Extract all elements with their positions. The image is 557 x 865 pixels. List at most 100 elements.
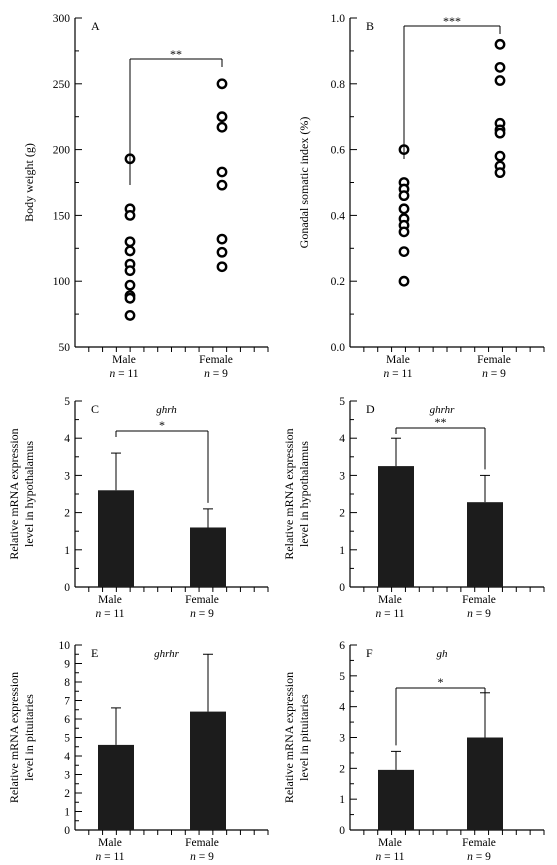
- y-tick-label: 10: [59, 640, 71, 652]
- y-tick-label: 1: [339, 545, 345, 557]
- y-tick-label: 5: [339, 396, 345, 408]
- y-tick-label: 0.4: [331, 210, 346, 222]
- y-tick-label: 2: [339, 763, 345, 775]
- bar: [378, 769, 414, 830]
- bar: [467, 737, 503, 830]
- data-point: [216, 166, 228, 178]
- category-n: n = 11: [375, 608, 404, 620]
- panel-letter: F: [366, 646, 373, 660]
- y-tick-label: 200: [53, 145, 71, 157]
- bar: [190, 527, 226, 587]
- bar: [98, 490, 134, 587]
- category-n: n = 11: [383, 368, 412, 380]
- gene-name: gh: [437, 648, 449, 660]
- gene-name: ghrhr: [154, 648, 180, 660]
- data-point: [494, 38, 506, 50]
- bar: [378, 466, 414, 587]
- data-point: [216, 246, 228, 258]
- category-n: n = 11: [375, 851, 404, 863]
- y-tick-label: 0.2: [331, 276, 346, 288]
- panel-letter: D: [366, 402, 375, 416]
- y-axis-label: level in hypothalamus: [22, 441, 36, 547]
- data-point: [216, 179, 228, 191]
- y-axis-label: Gonadal somatic index (%): [297, 117, 311, 249]
- significance-label: *: [159, 418, 165, 432]
- category-n: n = 9: [204, 368, 228, 380]
- significance-label: *: [438, 675, 444, 689]
- y-tick-label: 100: [53, 276, 71, 288]
- data-point: [494, 61, 506, 73]
- significance-label: ***: [443, 14, 461, 28]
- y-tick-label: 250: [53, 79, 71, 91]
- data-point: [124, 209, 136, 221]
- category-n: n = 9: [482, 368, 506, 380]
- panel-letter: C: [91, 402, 99, 416]
- panel-letter: A: [91, 19, 100, 33]
- data-point: [124, 279, 136, 291]
- y-tick-label: 1: [64, 807, 70, 819]
- category-label: Female: [477, 354, 511, 366]
- y-tick-label: 50: [59, 342, 71, 354]
- data-point: [398, 246, 410, 257]
- category-label: Male: [112, 354, 136, 366]
- y-tick-label: 5: [64, 396, 70, 408]
- data-point: [216, 78, 228, 90]
- data-point: [398, 275, 410, 287]
- y-axis-label: Relative mRNA expression: [7, 672, 21, 803]
- data-point: [398, 190, 410, 202]
- y-axis-label: Relative mRNA expression: [7, 428, 21, 559]
- y-tick-label: 5: [64, 733, 70, 745]
- data-point: [398, 203, 410, 215]
- data-point: [398, 226, 410, 238]
- y-tick-label: 4: [339, 433, 345, 445]
- category-n: n = 9: [467, 851, 491, 863]
- y-tick-label: 9: [64, 659, 70, 671]
- y-tick-label: 6: [339, 640, 345, 652]
- category-n: n = 9: [190, 851, 214, 863]
- y-tick-label: 4: [339, 702, 345, 714]
- bar: [467, 502, 503, 587]
- y-tick-label: 4: [64, 433, 70, 445]
- data-point: [216, 261, 228, 273]
- gene-name: ghrhr: [430, 404, 456, 416]
- y-tick-label: 0: [339, 582, 345, 594]
- category-label: Female: [199, 354, 233, 366]
- panel-f: 0 1 2 3 4 5 6 Relative mRNA expression level in …: [282, 640, 545, 863]
- y-tick-label: 4: [64, 751, 70, 763]
- y-axis-label: Relative mRNA expression: [282, 428, 296, 559]
- y-tick-label: 0.0: [331, 342, 346, 354]
- y-tick-label: 1.0: [331, 13, 346, 25]
- category-label: Male: [378, 594, 402, 606]
- y-tick-label: 300: [53, 13, 71, 25]
- data-point: [124, 265, 136, 277]
- category-n: n = 11: [95, 851, 124, 863]
- y-tick-label: 5: [339, 671, 345, 683]
- y-tick-label: 7: [64, 696, 70, 708]
- data-point: [124, 245, 136, 257]
- panel-e: 0 1 2 3 4 5 6 7 8 9 10 Relative mRNA expression leve…: [7, 640, 269, 863]
- y-tick-label: 0: [64, 582, 70, 594]
- significance-label: **: [170, 47, 182, 61]
- y-tick-label: 3: [64, 470, 70, 482]
- y-tick-label: 1: [64, 545, 70, 557]
- panel-b: 0.0 0.2 0.4 0.6 0.8 1.0 Gonadal somatic index …: [297, 13, 545, 380]
- category-label: Male: [98, 594, 122, 606]
- category-label: Male: [98, 837, 122, 849]
- y-tick-label: 0.6: [331, 145, 346, 157]
- category-n: n = 11: [95, 608, 124, 620]
- y-axis-label: Body weight (g): [22, 143, 36, 222]
- y-tick-label: 150: [53, 210, 71, 222]
- y-axis-label: level in pituitaries: [22, 694, 36, 781]
- y-tick-label: 6: [64, 714, 70, 726]
- y-tick-label: 0: [64, 825, 70, 837]
- category-label: Male: [378, 837, 402, 849]
- y-axis-label: Relative mRNA expression: [282, 672, 296, 803]
- category-label: Female: [462, 594, 496, 606]
- y-axis-label: level in hypothalamus: [297, 441, 311, 547]
- y-tick-label: 3: [339, 470, 345, 482]
- panel-c: 0 1 2 3 4 5 Relative mRNA expression level in h…: [7, 396, 269, 620]
- y-tick-label: 0.8: [331, 79, 346, 91]
- y-tick-label: 3: [64, 770, 70, 782]
- gene-name: ghrh: [156, 404, 177, 416]
